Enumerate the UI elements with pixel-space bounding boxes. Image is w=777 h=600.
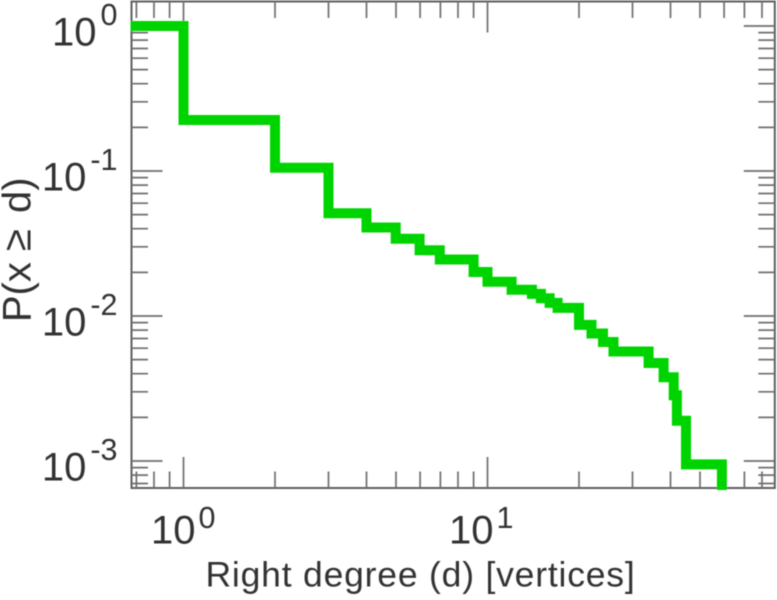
svg-text:100: 100: [151, 501, 215, 553]
svg-text:P(x ≥ d): P(x ≥ d): [0, 177, 39, 322]
svg-text:Right degree (d) [vertices]: Right degree (d) [vertices]: [205, 554, 635, 594]
